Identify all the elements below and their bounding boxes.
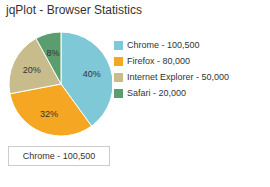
html-text:Chrome - 100,500: Chrome - 100,500 — [22, 151, 96, 161]
html-text:Chrome - 100,500: Chrome - 100,500 — [127, 40, 200, 50]
html-text:Firefox - 80,000: Firefox - 80,000 — [127, 56, 190, 66]
html-text:jqPlot - Browser Statistics: jqPlot - Browser Statistics — [6, 3, 142, 17]
html-text:Internet Explorer - 50,000: Internet Explorer - 50,000 — [127, 72, 230, 82]
svg-text:32%: 32% — [40, 109, 58, 119]
svg-text:8%: 8% — [46, 48, 59, 58]
svg-text:40%: 40% — [83, 69, 101, 79]
svg-text:20%: 20% — [23, 65, 41, 75]
html-text:Safari - 20,000: Safari - 20,000 — [127, 88, 186, 98]
